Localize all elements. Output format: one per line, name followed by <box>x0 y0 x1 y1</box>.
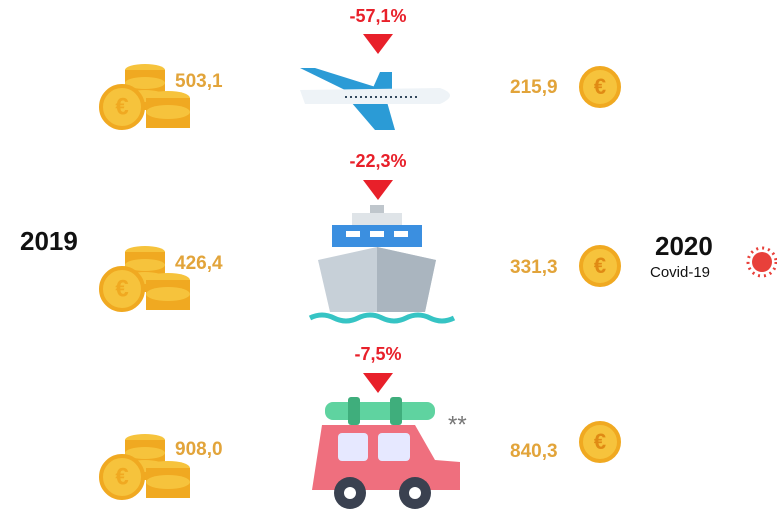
value-2019: 426,4 <box>175 253 223 274</box>
car-icon <box>312 397 460 509</box>
virus-icon <box>748 248 776 276</box>
value-2019: 503,1 <box>175 71 223 92</box>
coin <box>581 68 619 106</box>
year-2020: 2020 <box>655 231 713 261</box>
infographic: € € 2019 2020 Covid-19 -57,1% 503,1 215,… <box>0 0 777 512</box>
value-2020: 840,3 <box>510 441 558 462</box>
down-arrow <box>363 34 393 54</box>
coin <box>581 423 619 461</box>
covid-label: Covid-19 <box>650 264 710 281</box>
change-label: -57,1% <box>349 6 406 26</box>
value-2020: 331,3 <box>510 257 558 278</box>
down-arrow <box>363 180 393 200</box>
footnote-mark: ** <box>448 411 467 438</box>
change-label: -7,5% <box>354 344 401 364</box>
coin <box>581 247 619 285</box>
year-2019: 2019 <box>20 226 78 256</box>
change-label: -22,3% <box>349 151 406 171</box>
value-2019: 908,0 <box>175 439 223 460</box>
down-arrow <box>363 373 393 393</box>
ship-icon <box>310 205 454 321</box>
value-2020: 215,9 <box>510 77 558 98</box>
plane-icon <box>300 68 450 130</box>
